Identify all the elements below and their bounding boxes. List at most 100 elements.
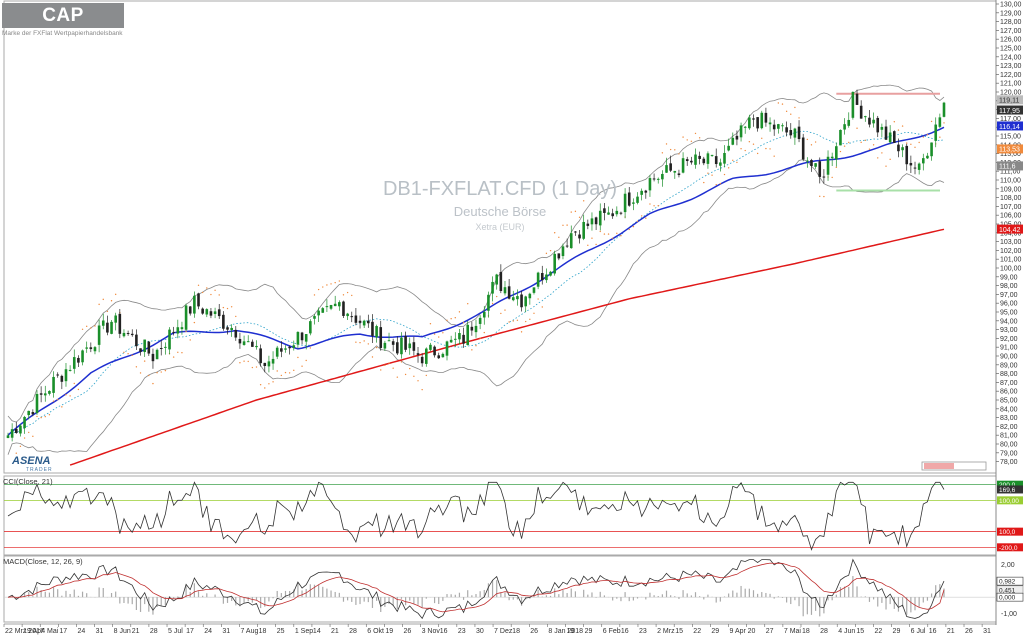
candle-body: [329, 305, 333, 309]
x-axis-tick-label: 22: [693, 628, 701, 635]
x-axis-tick-label: 6 Jul: [911, 628, 926, 635]
psar-dot: [81, 328, 84, 331]
x-axis-tick-label: 19: [385, 628, 393, 635]
x-axis-tick-label: 7 Aug: [240, 628, 258, 635]
candle-body: [545, 274, 548, 281]
psar-dot: [719, 182, 722, 185]
psar-dot: [181, 351, 183, 354]
psar-dot: [450, 318, 452, 320]
candle-body: [710, 154, 714, 156]
candle-body: [48, 390, 51, 394]
psar-dot: [40, 416, 42, 419]
candle-body: [719, 162, 722, 166]
candle-body: [851, 91, 855, 118]
candle-body: [694, 154, 697, 165]
psar-dot: [102, 298, 104, 301]
psar-dot: [500, 312, 502, 315]
macd-last-value-label: 0,000: [999, 595, 1016, 602]
psar-dot: [264, 387, 266, 389]
candle-body: [106, 322, 109, 333]
candle-body: [934, 124, 938, 141]
price-y-tick-label: 93,00: [1000, 327, 1018, 334]
candle-body: [789, 130, 793, 136]
macd-last-value-badge: [996, 592, 1024, 602]
candle-body: [93, 347, 97, 352]
psar-dot: [131, 354, 133, 357]
candle-body: [412, 342, 416, 351]
psar-dot: [628, 228, 630, 231]
candle-body: [130, 333, 134, 336]
candle-body: [843, 124, 846, 130]
x-axis-tick-label: 17: [186, 628, 194, 635]
psar-dot: [740, 148, 742, 150]
candle-body: [259, 348, 262, 364]
price-y-tick-label: 124,00: [1000, 54, 1022, 61]
x-axis-tick-label: 26: [965, 628, 973, 635]
candle-body: [909, 162, 913, 166]
price-y-tick-label: 89,00: [1000, 362, 1018, 369]
psar-dot: [371, 356, 374, 358]
psar-dot: [413, 375, 415, 378]
x-axis-tick-label: 16: [621, 628, 629, 635]
psar-dot: [657, 204, 659, 207]
candle-body: [681, 158, 685, 173]
psar-dot: [516, 319, 519, 321]
x-axis-tick-label: 21: [947, 628, 955, 635]
candle-body: [565, 245, 569, 247]
psar-dot: [471, 349, 473, 351]
candle-body: [263, 362, 267, 366]
candle-body: [379, 327, 383, 348]
psar-dot: [152, 382, 154, 385]
psar-dot: [698, 137, 701, 139]
candle-body: [280, 348, 283, 352]
x-axis-tick-label: 4 Mai: [41, 628, 59, 635]
psar-dot: [214, 289, 216, 291]
psar-dot: [707, 172, 709, 174]
candle-body: [437, 355, 441, 359]
candle-body: [942, 102, 946, 117]
psar-dot: [297, 356, 299, 359]
x-axis-tick-label: 18: [259, 628, 267, 635]
psar-dot: [864, 139, 867, 142]
candle-body: [35, 393, 39, 414]
candle-body: [284, 348, 287, 350]
candle-body: [536, 272, 540, 287]
psar-dot: [508, 321, 510, 323]
x-axis-tick-label: 19 Apr: [23, 628, 44, 635]
psar-dot: [288, 372, 291, 374]
candle-body: [309, 321, 312, 334]
candle-body: [607, 212, 610, 215]
candle-body: [524, 296, 527, 307]
candle-body: [731, 137, 735, 145]
candle-body: [176, 327, 180, 334]
candle-body: [387, 340, 391, 342]
psar-dot: [504, 309, 506, 311]
price-y-tick-label: 88,00: [1000, 371, 1018, 378]
candle-body: [669, 163, 672, 171]
psar-dot: [197, 284, 200, 286]
psar-dot: [272, 381, 274, 383]
price-y-tick-label: 79,00: [1000, 450, 1018, 457]
psar-dot: [326, 284, 328, 286]
psar-dot: [218, 294, 220, 296]
psar-dot: [587, 244, 589, 246]
psar-dot: [322, 286, 324, 288]
candle-body: [507, 286, 511, 299]
psar-dot: [736, 161, 738, 164]
psar-dot: [355, 341, 357, 343]
x-axis-tick-label: 15: [675, 628, 683, 635]
psar-dot: [396, 376, 399, 378]
psar-dot: [794, 106, 796, 109]
psar-dot: [669, 148, 672, 151]
psar-dot: [148, 374, 150, 377]
psar-dot: [69, 395, 71, 397]
price-y-tick-label: 96,00: [1000, 301, 1018, 308]
candle-body: [714, 156, 718, 165]
price-y-tick-label: 87,00: [1000, 380, 1018, 387]
psar-dot: [914, 146, 916, 148]
psar-dot: [906, 142, 908, 144]
price-y-tick-label: 101,00: [1000, 257, 1022, 264]
psar-dot: [901, 125, 904, 127]
candle-body: [367, 320, 370, 324]
price-y-tick-label: 85,00: [1000, 398, 1018, 405]
